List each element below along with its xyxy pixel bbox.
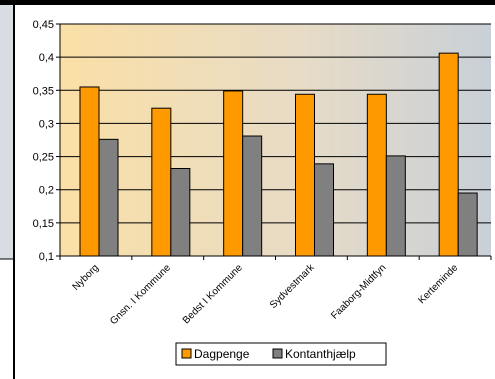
y-tick-labels: 0,1 0,15 0,2 0,25 0,3 0,35 0,4 0,45 <box>33 19 60 263</box>
bar-kontanthjaelp <box>314 163 334 257</box>
y-tick-label: 0,3 <box>39 118 54 130</box>
y-tick-label: 0,15 <box>33 218 54 230</box>
y-tick-label: 0,45 <box>33 19 54 31</box>
bar-dagpenge <box>295 93 315 257</box>
bar-kontanthjaelp <box>170 168 191 257</box>
legend-swatch-kontanthjaelp <box>272 348 283 359</box>
legend-label-kontanthjaelp: Kontanthjælp <box>285 347 356 361</box>
bar-dagpenge <box>223 90 244 257</box>
y-tick-label: 0,35 <box>33 85 54 97</box>
bar-kontanthjaelp <box>385 155 406 257</box>
y-tick-label: 0,1 <box>39 251 54 263</box>
bar-kontanthjaelp <box>98 138 119 257</box>
bar-kontanthjaelp <box>242 135 263 257</box>
y-tick-label: 0,2 <box>39 185 54 197</box>
bar-dagpenge <box>438 52 459 257</box>
bar-dagpenge <box>79 86 100 257</box>
bar-kontanthjaelp <box>457 192 478 257</box>
legend: Dagpenge Kontanthjælp <box>175 342 387 366</box>
plot-area <box>60 24 491 256</box>
bar-dagpenge <box>366 93 387 257</box>
legend-label-dagpenge: Dagpenge <box>194 347 250 361</box>
y-tick-label: 0,25 <box>33 152 54 164</box>
left-panel-fragment <box>0 5 13 259</box>
legend-swatch-dagpenge <box>181 348 192 359</box>
bar-dagpenge <box>151 107 172 257</box>
left-panel-border <box>13 5 15 379</box>
y-tick-label: 0,4 <box>39 52 54 64</box>
gridlines <box>60 23 491 224</box>
top-border <box>0 0 495 5</box>
